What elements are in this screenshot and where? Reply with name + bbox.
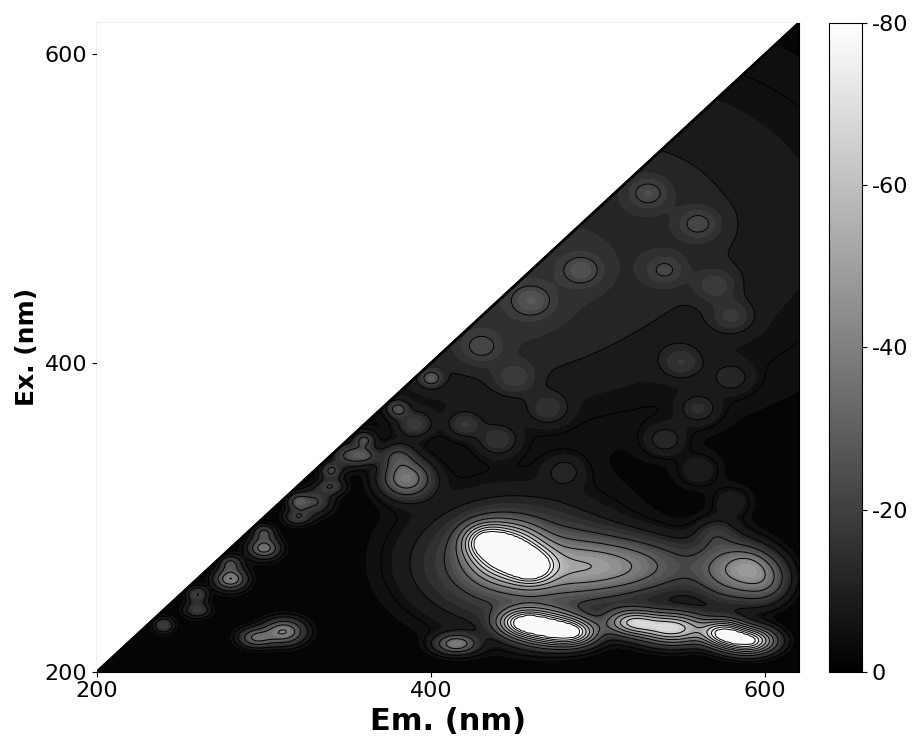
Text: (b): (b) [132,43,182,71]
Polygon shape [97,23,798,671]
X-axis label: Em. (nm): Em. (nm) [370,707,526,736]
Y-axis label: Ex. (nm): Ex. (nm) [15,288,39,406]
